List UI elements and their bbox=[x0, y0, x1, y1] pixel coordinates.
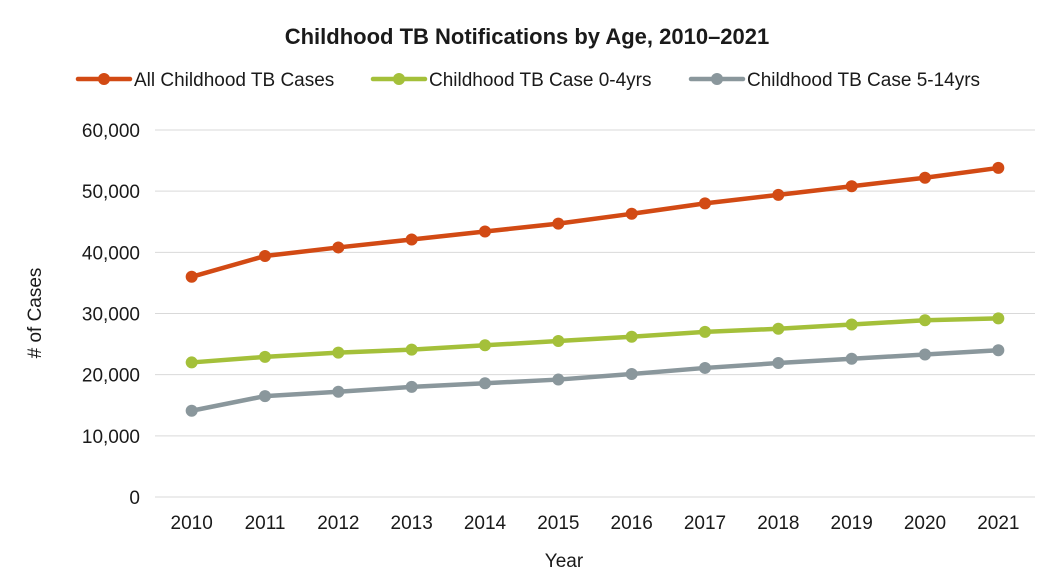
legend-label: Childhood TB Case 0-4yrs bbox=[429, 70, 651, 91]
data-point bbox=[845, 352, 858, 365]
y-tick-label: 50,000 bbox=[82, 182, 140, 203]
data-point bbox=[992, 344, 1005, 357]
x-tick-label: 2021 bbox=[977, 513, 1019, 534]
data-point bbox=[405, 233, 418, 246]
x-tick-label: 2011 bbox=[245, 513, 286, 534]
y-tick-label: 0 bbox=[129, 488, 140, 509]
data-point bbox=[259, 390, 271, 403]
data-point bbox=[405, 380, 418, 393]
legend-swatch-marker bbox=[711, 73, 723, 85]
legend-swatch-marker bbox=[98, 73, 110, 85]
x-tick-label: 2012 bbox=[317, 513, 359, 534]
x-tick-label: 2015 bbox=[537, 513, 579, 534]
series-1 bbox=[185, 161, 1005, 283]
legend: All Childhood TB Cases Childhood TB Case … bbox=[75, 70, 980, 91]
x-tick-label: 2016 bbox=[611, 513, 653, 534]
series-3 bbox=[185, 344, 1005, 417]
series-line bbox=[189, 347, 1001, 414]
data-point bbox=[992, 312, 1005, 325]
data-point bbox=[332, 241, 345, 254]
y-tick-label: 30,000 bbox=[82, 305, 140, 326]
gridlines bbox=[155, 129, 1035, 498]
x-tick-label: 2013 bbox=[391, 513, 433, 534]
data-point bbox=[845, 318, 858, 331]
data-point bbox=[185, 356, 198, 369]
data-point bbox=[699, 361, 711, 374]
x-axis-ticks: 2010 2011 2012 2013 2014 2015 2016 2017 2018 2019… bbox=[171, 513, 1020, 534]
data-point bbox=[479, 377, 491, 390]
legend-item-2: Childhood TB Case 0-4yrs bbox=[370, 70, 651, 91]
data-point bbox=[625, 368, 638, 381]
y-tick-label: 10,000 bbox=[82, 427, 140, 448]
y-tick-label: 20,000 bbox=[82, 366, 140, 387]
legend-label: Childhood TB Case 5-14yrs bbox=[747, 70, 980, 91]
data-point bbox=[919, 348, 931, 361]
y-tick-label: 40,000 bbox=[82, 243, 140, 264]
data-point bbox=[405, 343, 418, 356]
data-point bbox=[332, 346, 345, 359]
x-tick-label: 2018 bbox=[757, 513, 799, 534]
y-axis-label: # of Cases bbox=[25, 268, 46, 359]
data-point bbox=[332, 385, 345, 398]
data-point bbox=[772, 188, 785, 201]
data-point bbox=[992, 161, 1005, 174]
data-point bbox=[259, 350, 271, 363]
series-group bbox=[185, 161, 1005, 417]
y-axis-ticks: 0 10,000 20,000 30,000 40,000 50,000 60,000 bbox=[82, 121, 140, 509]
x-axis-label: Year bbox=[545, 551, 584, 572]
series-2 bbox=[185, 312, 1005, 369]
legend-item-1: All Childhood TB Cases bbox=[75, 70, 334, 91]
legend-item-3: Childhood TB Case 5-14yrs bbox=[688, 70, 980, 91]
data-point bbox=[552, 217, 565, 230]
data-point bbox=[772, 357, 785, 370]
data-point bbox=[699, 325, 711, 338]
data-point bbox=[625, 330, 638, 343]
y-tick-label: 60,000 bbox=[82, 121, 140, 142]
data-point bbox=[259, 250, 271, 263]
x-tick-label: 2014 bbox=[464, 513, 507, 534]
x-tick-label: 2017 bbox=[684, 513, 726, 534]
legend-swatch-marker bbox=[393, 73, 405, 85]
data-point bbox=[919, 314, 931, 327]
data-point bbox=[772, 322, 785, 335]
chart-title: Childhood TB Notifications by Age, 2010–… bbox=[285, 24, 770, 49]
data-point bbox=[479, 225, 491, 238]
data-point bbox=[552, 335, 565, 348]
data-point bbox=[185, 404, 198, 417]
legend-label: All Childhood TB Cases bbox=[134, 70, 334, 91]
data-point bbox=[919, 171, 931, 184]
series-line bbox=[189, 316, 1001, 365]
data-point bbox=[699, 197, 711, 210]
x-tick-label: 2010 bbox=[171, 513, 213, 534]
data-point bbox=[845, 180, 858, 193]
data-point bbox=[552, 373, 565, 386]
data-point bbox=[625, 207, 638, 220]
x-tick-label: 2020 bbox=[904, 513, 946, 534]
x-tick-label: 2019 bbox=[831, 513, 873, 534]
data-point bbox=[185, 270, 198, 283]
data-point bbox=[479, 339, 491, 352]
series-line bbox=[189, 165, 1001, 280]
